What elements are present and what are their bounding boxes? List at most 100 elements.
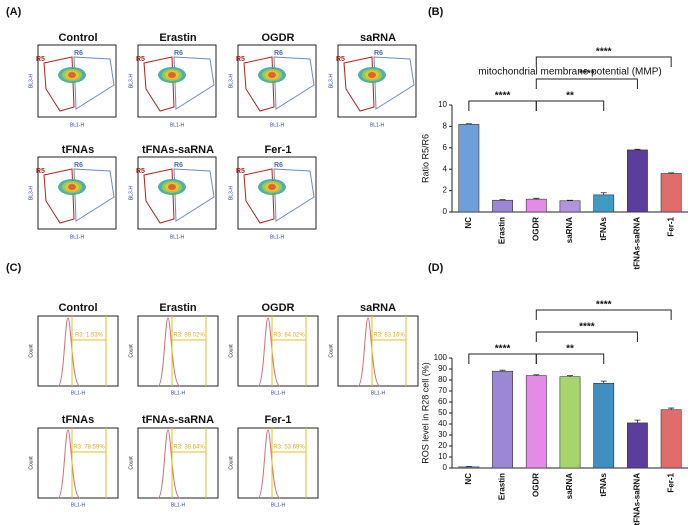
axis-label: BL1-H — [371, 390, 386, 396]
gate-percent: R3: 89.02% — [173, 333, 205, 339]
significance-label: **** — [495, 344, 511, 355]
plot-frame — [37, 156, 117, 230]
significance-label: **** — [596, 47, 612, 58]
error-bar — [668, 407, 675, 410]
gate-percent: R3: 83.16% — [373, 333, 405, 339]
axis-label: Count — [28, 344, 34, 358]
significance-bracket — [535, 309, 672, 320]
error-bar — [600, 380, 607, 384]
axis-label: BL1-H — [171, 390, 186, 396]
gate-label: R5 — [36, 168, 45, 175]
gate-r5 — [143, 56, 175, 112]
bar — [660, 409, 682, 469]
plot-frame — [237, 315, 319, 387]
axis-label: BL1-H — [370, 122, 385, 128]
density — [168, 184, 176, 190]
gate-r5 — [43, 168, 75, 224]
significance-label: ** — [566, 91, 574, 102]
histogram-title: saRNA — [360, 302, 396, 314]
significance-label: **** — [579, 322, 595, 333]
axis-label: BL3-H — [128, 74, 134, 89]
histogram-curve — [57, 429, 81, 499]
histogram-curve — [257, 317, 281, 387]
plot-frame — [237, 156, 317, 230]
gate-r5 — [243, 56, 275, 112]
gate-percent: R3: 53.69% — [273, 445, 305, 451]
density — [68, 72, 76, 78]
gate-r6 — [73, 56, 115, 110]
y-tick-label: 80 — [438, 375, 447, 384]
bar — [627, 149, 648, 213]
axis-label: BL1-H — [170, 234, 185, 240]
axis-label: BL1-H — [171, 502, 186, 508]
bar — [458, 123, 480, 213]
significance-bracket — [535, 100, 605, 111]
plot-frame — [137, 44, 217, 118]
y-tick-label: 10 — [438, 452, 447, 461]
bar — [660, 173, 682, 213]
axis-label: BL1-H — [270, 122, 285, 128]
plot-frame — [37, 315, 119, 387]
significance-label: **** — [495, 91, 511, 102]
gate-label: R5 — [136, 168, 145, 175]
plot-frame — [337, 44, 417, 118]
y-tick-label: 20 — [438, 441, 447, 450]
histogram-title: Erastin — [159, 302, 197, 314]
axis-label: Count — [28, 456, 34, 470]
bar — [593, 382, 615, 469]
x-tick-label: tFNAs — [599, 216, 608, 240]
significance-bracket — [468, 353, 537, 364]
x-tick-label: saRNA — [565, 217, 574, 243]
histogram-curve — [157, 317, 181, 387]
error-bar — [533, 374, 540, 376]
gate-percent: R3: 38.64% — [173, 445, 205, 451]
axis-label: BL1-H — [271, 502, 286, 508]
density — [268, 72, 276, 78]
gate-percent: R3: 84.02% — [273, 333, 305, 339]
x-tick-label: OGDR — [531, 473, 540, 497]
histogram-curve — [257, 429, 281, 499]
gate-label: R6 — [74, 50, 83, 57]
bar — [593, 194, 615, 213]
axis-label: BL1-H — [271, 390, 286, 396]
gate-label: R6 — [174, 162, 183, 169]
x-tick-label: NC — [464, 473, 473, 485]
gate-label: R5 — [36, 56, 45, 63]
significance-label: ** — [566, 344, 574, 355]
plot-frame — [137, 315, 219, 387]
significance-label: **** — [596, 300, 612, 311]
histogram-curve — [157, 429, 181, 499]
axis-label: Count — [128, 344, 134, 358]
gate-label: R6 — [374, 50, 383, 57]
significance-label: **** — [579, 69, 595, 80]
y-tick-label: 0 — [443, 207, 448, 216]
gate-r6 — [273, 168, 315, 222]
plot-frame — [37, 427, 119, 499]
flow-title: tFNAs — [62, 144, 94, 156]
flow-title: Fer-1 — [265, 144, 292, 156]
x-tick-label: Fer-1 — [666, 216, 675, 236]
y-tick-label: 100 — [434, 353, 448, 362]
bar — [525, 375, 547, 469]
gate-r5 — [243, 168, 275, 224]
plot-frame — [337, 315, 419, 387]
y-tick-label: 4 — [443, 164, 448, 173]
axis-label: BL3-H — [28, 74, 34, 89]
panel-label: (D) — [428, 262, 444, 274]
plot-frame — [237, 44, 317, 118]
significance-bracket — [535, 331, 638, 342]
y-tick-label: 2 — [443, 186, 448, 195]
error-bar — [634, 148, 641, 150]
significance-bracket — [535, 78, 638, 89]
plot-frame — [237, 427, 319, 499]
bar — [627, 422, 648, 469]
histogram-curve — [57, 317, 81, 387]
axis-label: BL1-H — [270, 234, 285, 240]
gate-label: R5 — [236, 56, 245, 63]
density — [368, 72, 376, 78]
y-axis-label: Ratio R5/R6 — [420, 134, 430, 183]
error-bar — [533, 197, 540, 200]
plot-frame — [37, 44, 117, 118]
significance-bracket — [535, 353, 605, 364]
panel-label: (C) — [6, 262, 22, 274]
